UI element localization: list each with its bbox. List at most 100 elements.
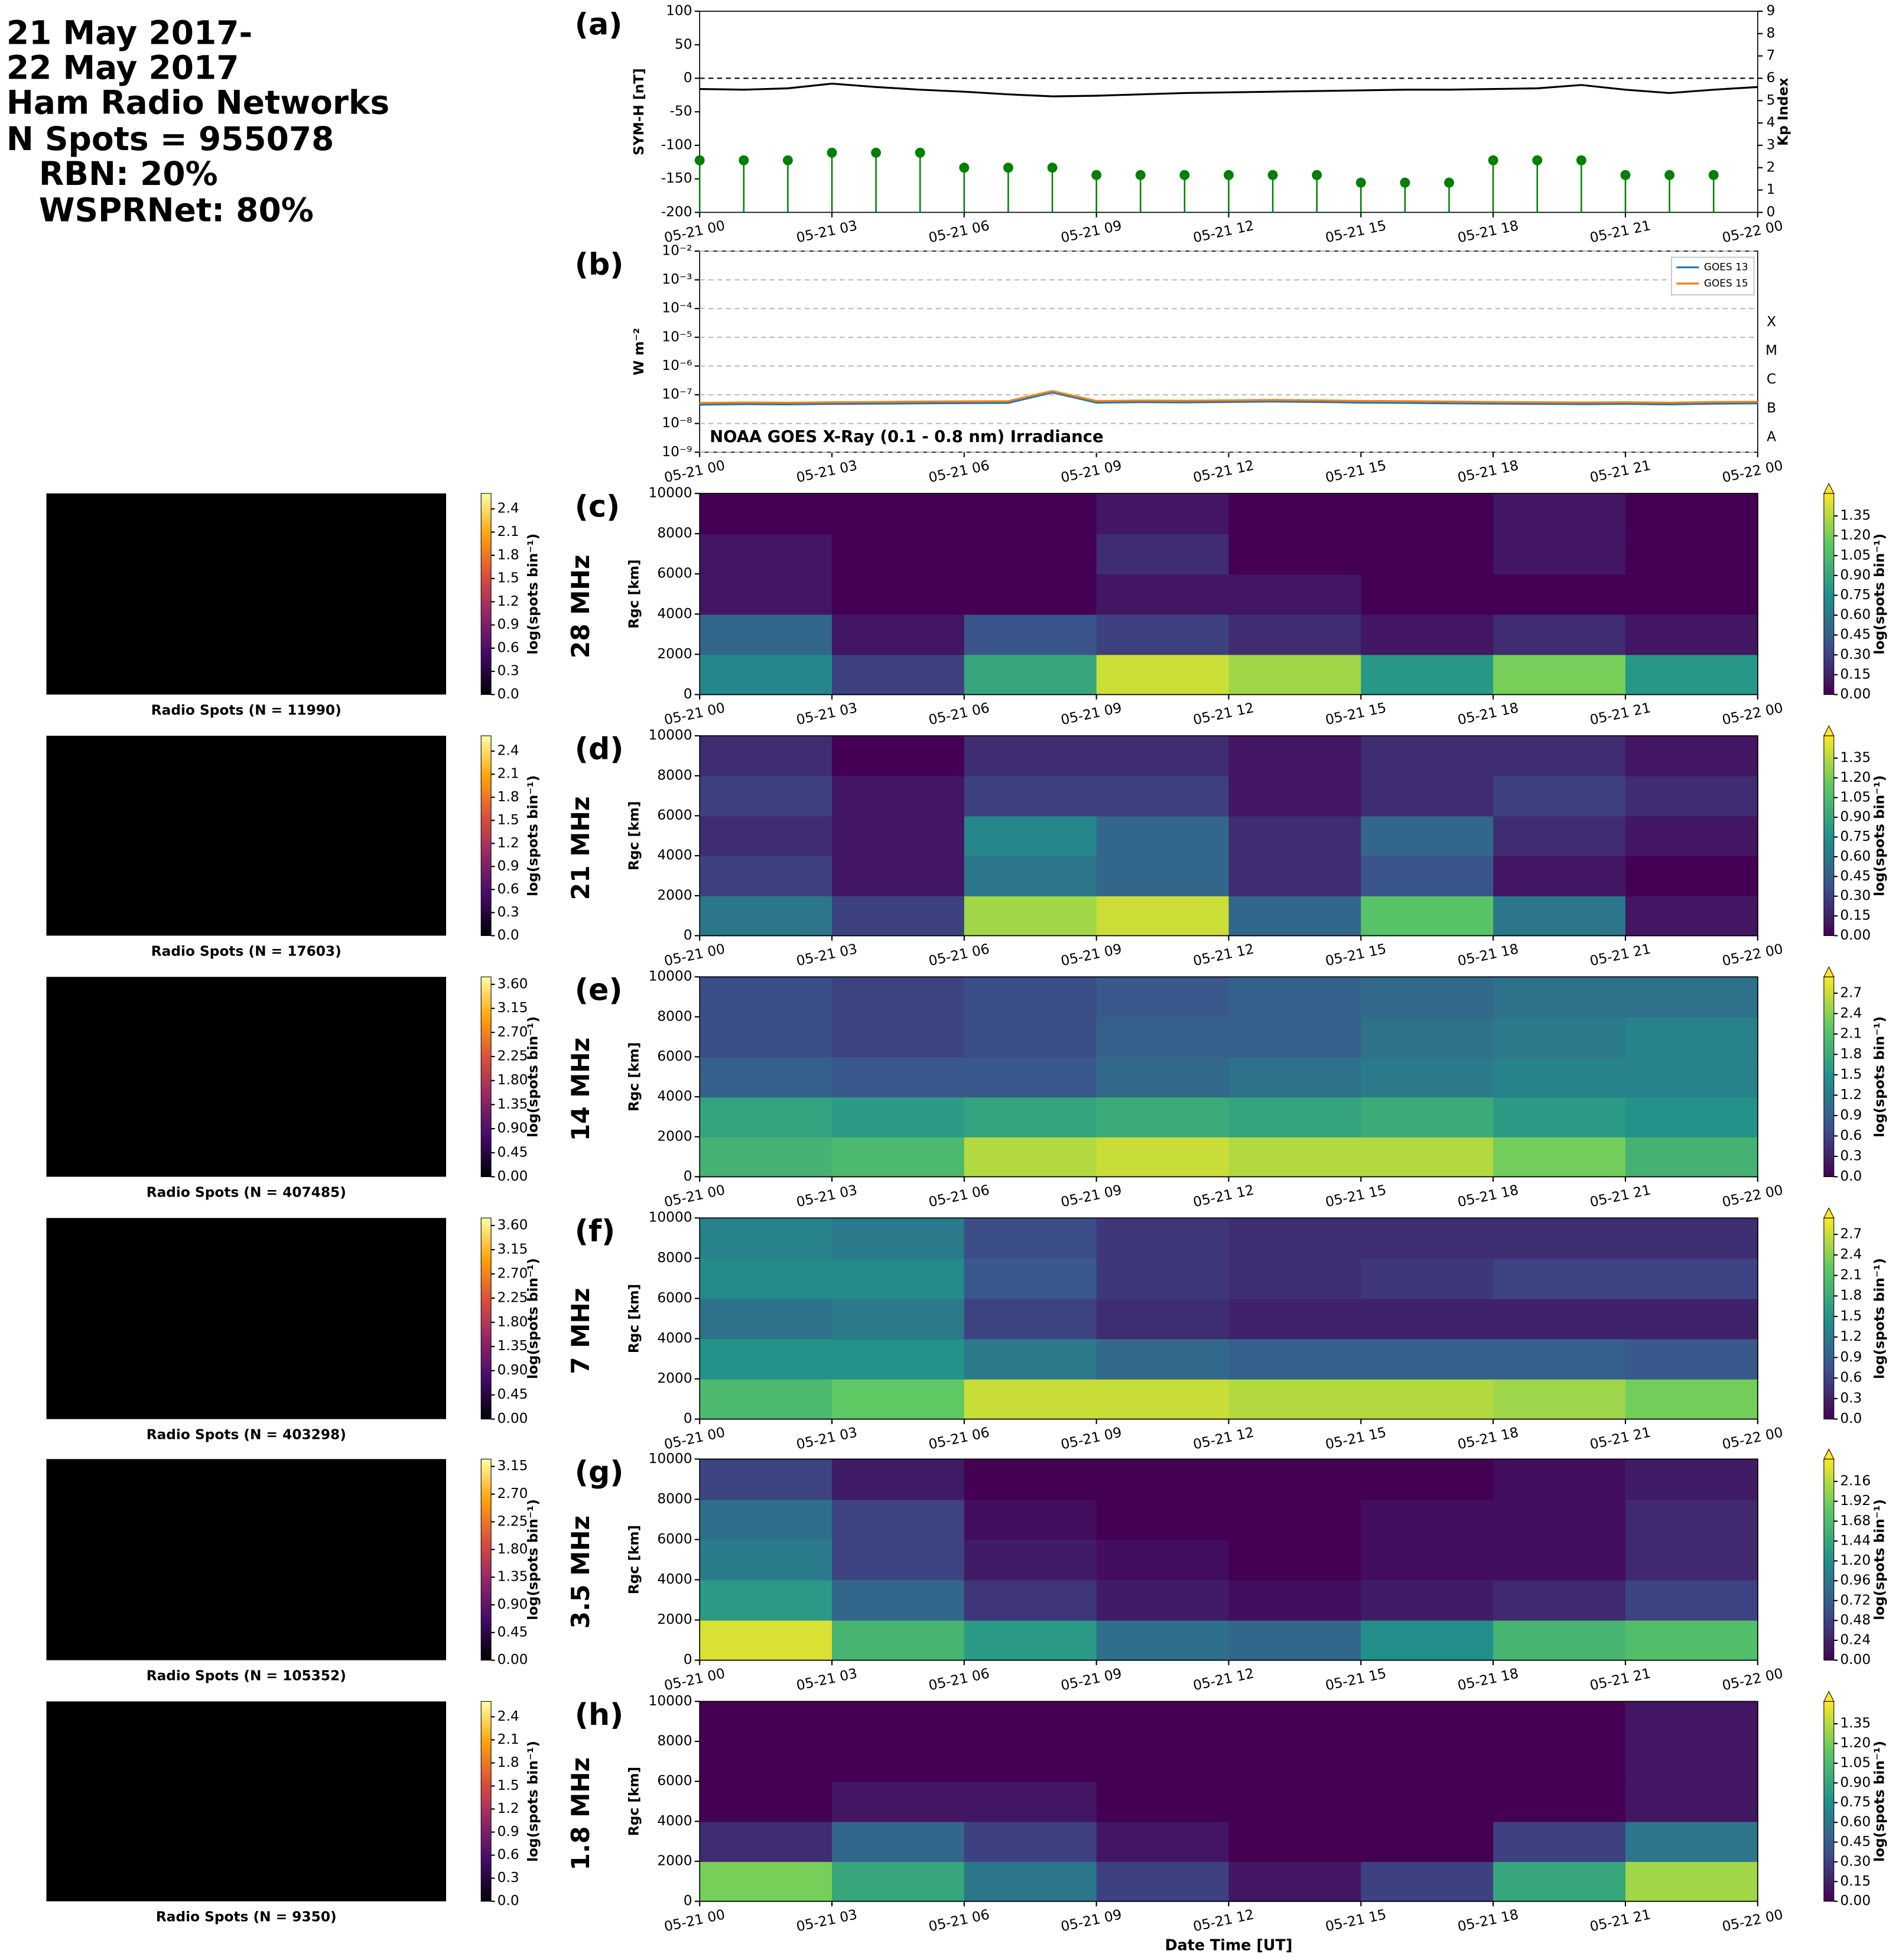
heatmap-cell — [1493, 1499, 1627, 1540]
y-tick-label: 10⁻³ — [662, 271, 692, 287]
band-label: 28 MHz — [566, 555, 595, 659]
heatmap-cell — [1493, 775, 1627, 817]
heatmap-cell — [1096, 1861, 1230, 1902]
heatmap-cell — [1493, 1579, 1627, 1621]
heatmap-cell — [1361, 775, 1494, 817]
heatmap-cell — [1228, 1620, 1362, 1661]
band-label: 14 MHz — [566, 1038, 595, 1142]
heatmap-cell — [1625, 775, 1758, 817]
heatmap-cell — [1361, 1097, 1494, 1137]
colorbar-tick-label: 3.60 — [497, 1217, 528, 1233]
heatmap-cell — [1096, 1821, 1230, 1863]
colorbar-tick-label: 0.90 — [497, 1120, 528, 1136]
colorbar-tick-label: 2.4 — [1840, 1246, 1862, 1262]
y-tick-label: 8000 — [657, 1008, 692, 1024]
heatmap-cell — [1625, 1057, 1758, 1098]
kp-marker — [1091, 170, 1102, 180]
y-tick-label: 10000 — [649, 727, 692, 743]
y-axis-label: SYM-H [nT] — [631, 68, 647, 155]
heatmap-cell — [832, 574, 965, 615]
heatmap-cell — [1228, 775, 1362, 817]
y-tick-label: 10000 — [649, 1693, 692, 1709]
colorbar-tick-label: 0.3 — [497, 663, 519, 679]
colorbar-tick-label: 0.45 — [1840, 626, 1871, 642]
x-tick-label: 05-21 15 — [1324, 1424, 1388, 1452]
heatmap-cell — [1493, 1379, 1627, 1420]
colorbar-tick-label: 0.00 — [497, 1168, 528, 1184]
heatmap-cell — [832, 1701, 965, 1743]
heatmap-cell — [1096, 1379, 1230, 1420]
heatmap-cell — [1096, 1338, 1230, 1380]
y-tick-label: 0 — [684, 1893, 692, 1909]
x-tick-label: 05-21 09 — [1059, 457, 1123, 486]
y-tick-label: 6000 — [657, 1531, 692, 1547]
heatmap-cell — [964, 1741, 1097, 1782]
heatmap-cell — [832, 1741, 965, 1782]
heatmap-cell — [1096, 534, 1230, 575]
x-tick-label: 05-21 12 — [1192, 941, 1256, 969]
heatmap-cell — [964, 1701, 1097, 1743]
colorbar-tick-label: 1.05 — [1840, 789, 1871, 805]
heatmap-cell — [964, 1057, 1097, 1098]
x-tick-label: 05-21 06 — [927, 1182, 991, 1210]
x-tick-label: 05-21 09 — [1059, 217, 1123, 246]
colorbar — [480, 1458, 492, 1661]
colorbar-tick-label: 0.48 — [1840, 1612, 1871, 1628]
heatmap-cell — [1493, 815, 1627, 857]
map-background — [46, 493, 447, 695]
y-tick-label: 10000 — [649, 968, 692, 984]
colorbar-tick-label: 1.2 — [497, 835, 519, 851]
colorbar-tick-label: 1.80 — [497, 1314, 528, 1330]
heatmap-cell — [964, 1016, 1097, 1058]
heatmap-cell — [832, 1459, 965, 1500]
colorbar-tick-label: 0.96 — [1840, 1572, 1871, 1588]
heatmap-cell — [832, 1298, 965, 1340]
x-tick-label: 05-21 15 — [1324, 1665, 1388, 1694]
x-tick-label: 05-22 00 — [1721, 457, 1784, 486]
colorbar-extend — [1823, 1448, 1835, 1460]
x-tick-label: 05-21 03 — [795, 941, 859, 969]
colorbar-tick-label: 0.3 — [497, 904, 519, 920]
colorbar-tick-label: 0.0 — [497, 927, 519, 943]
heatmap-cell — [700, 856, 833, 896]
heatmap-cell — [1625, 574, 1758, 615]
colorbar — [1823, 1458, 1835, 1661]
colorbar-tick-label: 1.2 — [497, 593, 519, 609]
colorbar — [1823, 976, 1835, 1177]
y-tick-label: 10⁻⁸ — [662, 415, 692, 431]
colorbar-tick-label: 1.2 — [1840, 1087, 1862, 1103]
x-tick-label: 05-21 18 — [1456, 1182, 1520, 1210]
map-title: Radio Spots (N = 407485) — [147, 1184, 346, 1200]
colorbar-tick-label: 0.30 — [1840, 646, 1871, 662]
y2-axis-label: Kp Index — [1776, 78, 1791, 146]
colorbar-tick-label: 1.20 — [1840, 1552, 1871, 1568]
heatmap-cell — [1493, 1136, 1627, 1178]
y2-tick-label: 1 — [1767, 181, 1776, 197]
colorbar-tick-label: 2.70 — [497, 1024, 528, 1040]
colorbar-tick-label: 1.05 — [1840, 547, 1871, 563]
y-tick-label: 6000 — [657, 1773, 692, 1789]
x-tick-label: 05-21 21 — [1588, 217, 1652, 246]
heatmap-cell — [832, 895, 965, 937]
x-tick-label: 05-21 00 — [663, 700, 727, 728]
colorbar — [480, 735, 492, 936]
colorbar-tick-label: 2.1 — [497, 766, 519, 782]
heatmap-cell — [1361, 1258, 1494, 1299]
colorbar — [480, 976, 492, 1177]
header-line: 22 May 2017 — [6, 49, 239, 87]
heatmap-cell — [1228, 977, 1362, 1018]
colorbar-tick-label: 0.15 — [1840, 1873, 1871, 1889]
colorbar-label: log(spots bin⁻¹) — [525, 1016, 541, 1137]
y-tick-label: 0 — [684, 1168, 692, 1184]
heatmap-cell — [1096, 736, 1230, 776]
heatmap-cell — [1493, 614, 1627, 655]
x-tick-label: 05-21 00 — [663, 1424, 727, 1452]
kp-marker — [1312, 170, 1322, 180]
y-tick-label: 4000 — [657, 847, 692, 863]
heatmap-cell — [700, 1861, 833, 1902]
heatmap-cell — [1228, 1741, 1362, 1782]
heatmap-cell — [1625, 977, 1758, 1018]
kp-marker — [871, 147, 882, 158]
heatmap-cell — [700, 736, 833, 776]
y-axis-label: Rgc [km] — [626, 1525, 642, 1594]
